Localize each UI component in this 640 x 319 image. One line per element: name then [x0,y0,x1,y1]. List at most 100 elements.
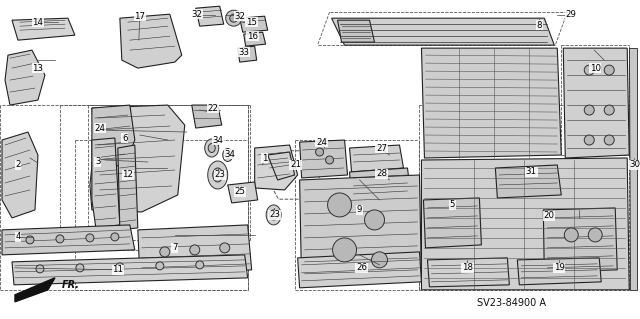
Text: 23: 23 [214,170,225,180]
Polygon shape [629,48,637,290]
Circle shape [604,135,614,145]
Circle shape [26,236,34,244]
Text: 13: 13 [33,63,44,73]
Circle shape [584,65,594,75]
Polygon shape [12,18,75,40]
Text: 2: 2 [15,160,20,169]
Polygon shape [300,140,348,178]
Text: 28: 28 [376,169,387,179]
Ellipse shape [205,139,219,157]
Text: 24: 24 [94,123,106,132]
Text: 16: 16 [247,32,258,41]
Text: 17: 17 [134,12,145,21]
Polygon shape [300,175,422,285]
Text: 31: 31 [526,167,537,176]
Polygon shape [349,145,403,172]
Polygon shape [237,46,257,62]
Polygon shape [268,152,294,180]
Ellipse shape [225,152,230,158]
Circle shape [372,252,387,268]
Polygon shape [5,50,45,105]
Circle shape [111,233,119,241]
Polygon shape [15,278,55,302]
Circle shape [220,243,230,253]
Text: 32: 32 [234,12,245,21]
Polygon shape [543,208,617,272]
Text: 18: 18 [462,263,473,272]
Polygon shape [118,145,138,230]
Ellipse shape [266,205,281,225]
Polygon shape [422,158,629,290]
Text: 26: 26 [356,263,367,272]
Circle shape [604,65,614,75]
Text: 34: 34 [212,136,223,145]
Polygon shape [255,145,298,190]
Text: 34: 34 [224,150,236,159]
Text: 9: 9 [357,205,362,214]
Circle shape [333,238,356,262]
Circle shape [584,135,594,145]
Circle shape [316,148,324,156]
Circle shape [36,265,44,273]
Text: 15: 15 [246,18,257,27]
Text: 1: 1 [262,153,268,162]
Text: 4: 4 [15,233,20,241]
Circle shape [189,245,200,255]
Polygon shape [495,165,561,198]
Text: 20: 20 [544,211,555,220]
Text: 19: 19 [554,263,564,272]
Text: 7: 7 [172,243,177,252]
Circle shape [604,105,614,115]
Polygon shape [244,32,266,46]
Ellipse shape [223,149,233,161]
Circle shape [196,261,204,269]
Polygon shape [92,138,120,228]
Text: 27: 27 [376,144,387,152]
Polygon shape [138,225,252,275]
Circle shape [156,262,164,270]
Text: 6: 6 [122,134,127,143]
Circle shape [86,234,94,242]
Polygon shape [517,258,601,285]
Text: 33: 33 [238,48,249,57]
Polygon shape [90,105,185,212]
Text: 8: 8 [536,21,542,30]
Text: 3: 3 [95,158,100,167]
Ellipse shape [208,144,215,152]
Polygon shape [332,18,554,45]
Ellipse shape [212,168,223,182]
Polygon shape [192,105,221,128]
Polygon shape [349,168,412,204]
Circle shape [230,14,237,22]
Text: 11: 11 [113,265,124,274]
Text: 29: 29 [566,10,577,19]
Text: 32: 32 [191,10,202,19]
Polygon shape [337,20,374,42]
Circle shape [365,210,385,230]
Polygon shape [298,252,422,288]
Text: 24: 24 [316,137,327,146]
Circle shape [584,105,594,115]
Text: FR.: FR. [62,280,80,290]
Circle shape [328,193,351,217]
Text: 10: 10 [589,63,601,73]
Polygon shape [228,182,258,203]
Circle shape [116,263,124,271]
Ellipse shape [269,210,278,220]
Polygon shape [120,14,182,68]
Polygon shape [92,105,135,168]
Polygon shape [2,225,135,255]
Polygon shape [563,48,629,158]
Polygon shape [12,255,248,285]
Polygon shape [424,198,481,248]
Polygon shape [2,132,38,218]
Circle shape [160,247,170,257]
Text: 21: 21 [290,160,301,169]
Text: 23: 23 [269,211,280,219]
Text: 12: 12 [122,170,133,180]
Text: 30: 30 [630,160,640,169]
Text: SV23-84900 A: SV23-84900 A [477,298,547,308]
Polygon shape [196,6,224,26]
Circle shape [76,264,84,272]
Circle shape [588,228,602,242]
